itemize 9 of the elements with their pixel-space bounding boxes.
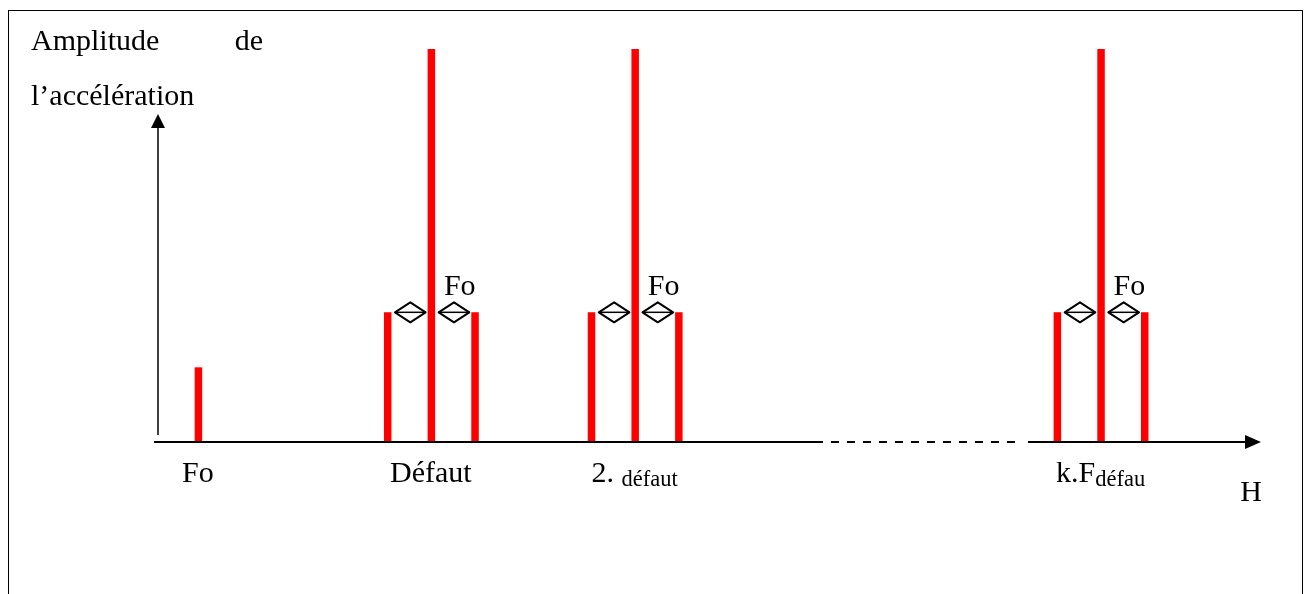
x-tick-label: Défaut	[390, 455, 473, 488]
annotation: Fo	[1113, 268, 1146, 302]
y-axis-title: Amplitude de l’accélération	[31, 22, 263, 113]
x-axis-title: H	[1240, 474, 1262, 507]
x-tick-label: Fo	[182, 455, 214, 488]
x-tick-label: k.F$_{défau}$	[1056, 455, 1146, 491]
annotation: Fo	[443, 268, 476, 302]
annotation: Fo	[647, 268, 680, 302]
x-tick-label: 2. $_{défaut}$	[591, 455, 679, 491]
